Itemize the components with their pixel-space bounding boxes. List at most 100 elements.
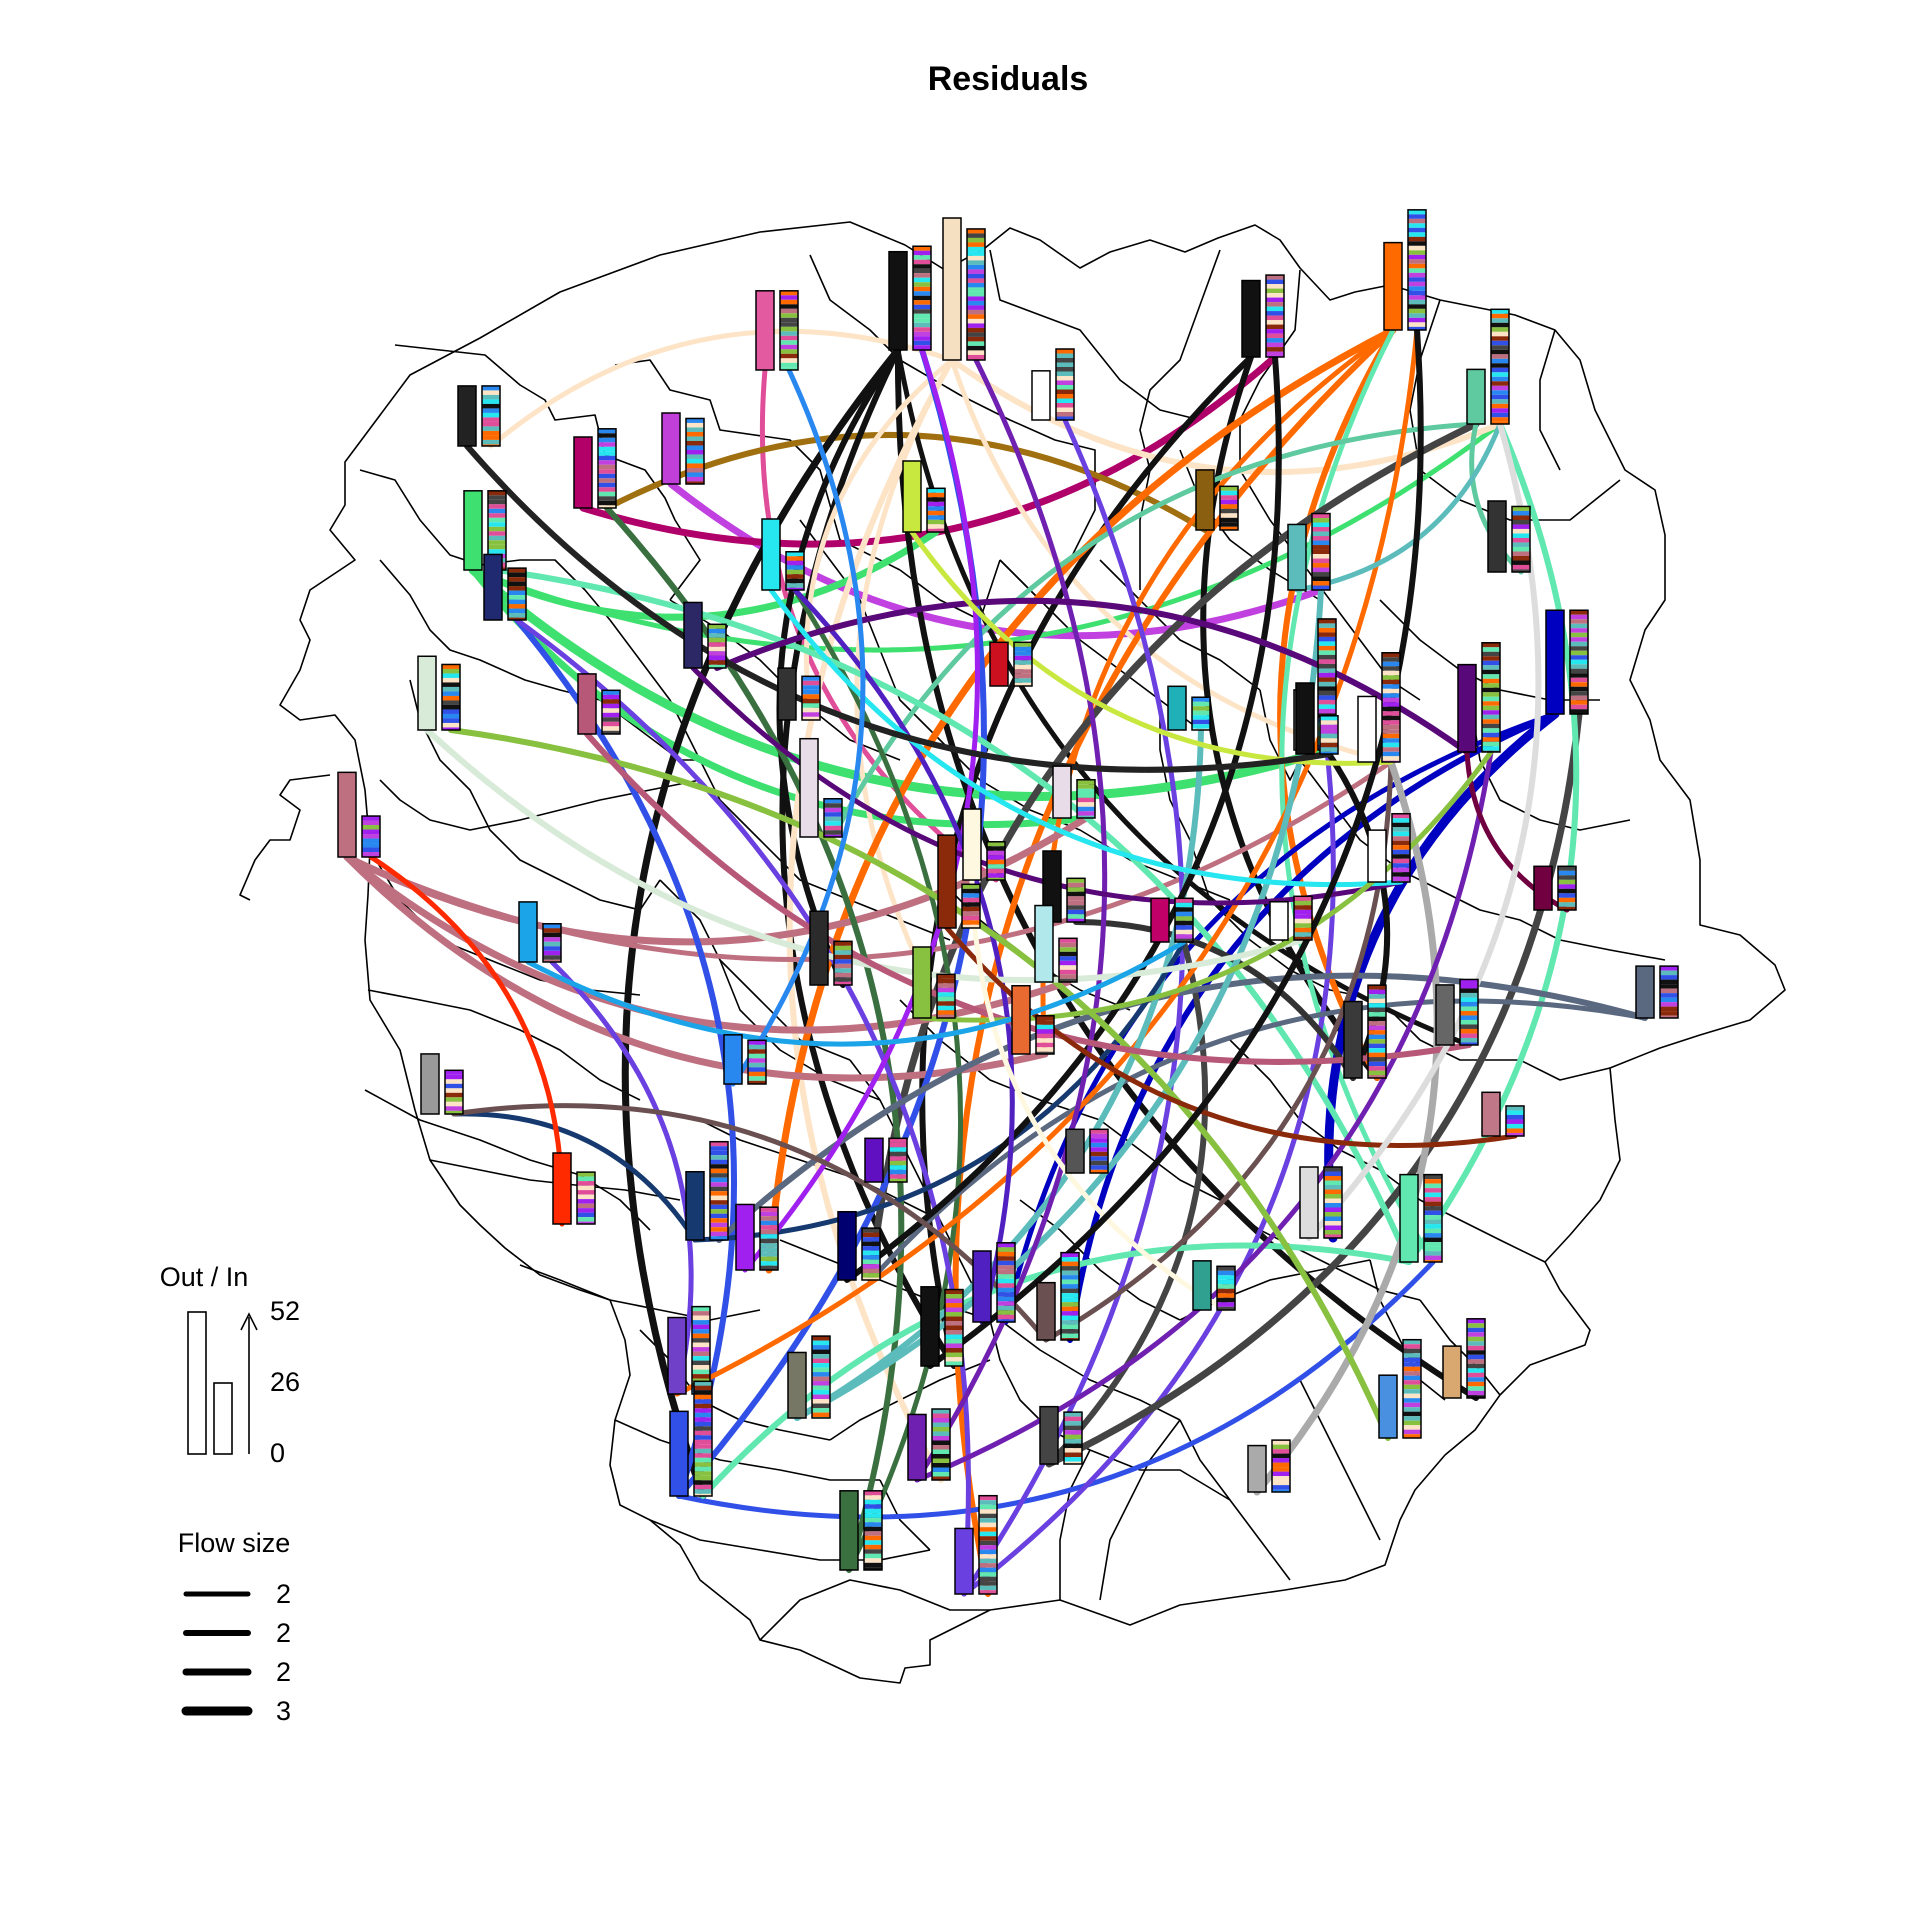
in-bar-stripe bbox=[1266, 320, 1284, 325]
in-bar-stripe bbox=[1424, 1255, 1442, 1261]
in-bar-stripe bbox=[987, 850, 1005, 856]
in-bar-stripe bbox=[710, 1186, 728, 1192]
flow-line bbox=[969, 877, 1229, 1313]
out-bar bbox=[1192, 1260, 1212, 1311]
in-bar-stripe bbox=[1424, 1251, 1442, 1256]
out-bar bbox=[777, 667, 797, 721]
in-bar-stripe bbox=[967, 291, 985, 297]
in-bar-stripe bbox=[864, 1495, 882, 1500]
in-bar-stripe bbox=[1056, 371, 1074, 376]
in-bar-stripe bbox=[1506, 1105, 1524, 1111]
in-bar-stripe bbox=[692, 1356, 710, 1361]
in-bar-stripe bbox=[1266, 306, 1284, 312]
in-bar-stripe bbox=[997, 1319, 1015, 1322]
in-bar-stripe bbox=[577, 1185, 595, 1191]
in-bar-stripe bbox=[1061, 1315, 1079, 1321]
in-bar-stripe bbox=[967, 264, 985, 270]
in-bar-stripe bbox=[508, 572, 526, 578]
in-bar-stripe bbox=[834, 963, 852, 969]
flow-size-legend-label-1: 2 bbox=[276, 1579, 291, 1609]
out-bar bbox=[1487, 500, 1507, 573]
out-bar bbox=[463, 490, 483, 571]
in-bar-stripe bbox=[1059, 942, 1077, 948]
in-bar-stripe bbox=[1312, 567, 1330, 573]
zone-bar-pair bbox=[920, 1286, 964, 1367]
in-bar-stripe bbox=[1067, 878, 1085, 883]
in-bar-stripe bbox=[760, 1216, 778, 1221]
in-bar-stripe bbox=[598, 473, 616, 479]
in-bar-stripe bbox=[987, 841, 1005, 847]
in-bar-stripe bbox=[1320, 747, 1338, 752]
in-bar-stripe bbox=[1266, 302, 1284, 307]
in-bar-stripe bbox=[802, 698, 820, 704]
in-bar bbox=[1058, 937, 1078, 983]
in-bar-stripe bbox=[1408, 295, 1426, 300]
in-bar-stripe bbox=[1570, 700, 1588, 705]
out-bar bbox=[1011, 984, 1031, 1055]
in-bar-stripe bbox=[1506, 1123, 1524, 1129]
in-bar-stripe bbox=[1570, 655, 1588, 660]
in-bar-stripe bbox=[932, 1467, 950, 1472]
in-bar-stripe bbox=[1056, 353, 1074, 358]
flow-line bbox=[494, 567, 1412, 1265]
in-bar-stripe bbox=[913, 345, 931, 350]
in-bar-stripe bbox=[1175, 925, 1193, 930]
in-bar-stripe bbox=[1192, 701, 1210, 707]
in-bar-stripe bbox=[786, 583, 804, 588]
in-bar-stripe bbox=[1368, 989, 1386, 995]
in-bar-stripe bbox=[1324, 1176, 1342, 1181]
in-bar-stripe bbox=[1056, 412, 1074, 417]
in-bar-stripe bbox=[1491, 403, 1509, 409]
in-bar bbox=[1293, 895, 1313, 941]
in-bar-stripe bbox=[834, 977, 852, 982]
in-bar-stripe bbox=[1266, 324, 1284, 330]
in-bar-stripe bbox=[937, 1010, 955, 1015]
in-bar-stripe bbox=[1272, 1489, 1290, 1492]
in-bar-stripe bbox=[362, 843, 380, 848]
in-bar-stripe bbox=[442, 686, 460, 692]
in-bar-stripe bbox=[1482, 647, 1500, 652]
in-bar-stripe bbox=[812, 1349, 830, 1355]
in-bar-stripe bbox=[442, 722, 460, 728]
zone-bar-pair bbox=[1052, 765, 1096, 819]
in-bar-stripe bbox=[945, 1312, 963, 1317]
in-bar-stripe bbox=[1392, 836, 1410, 841]
in-bar-stripe bbox=[1403, 1353, 1421, 1358]
in-bar-stripe bbox=[710, 1200, 728, 1205]
in-bar-stripe bbox=[1408, 254, 1426, 260]
in-bar-stripe bbox=[362, 847, 380, 853]
in-bar-stripe bbox=[760, 1252, 778, 1257]
in-bar-stripe bbox=[488, 513, 506, 518]
in-bar-stripe bbox=[927, 497, 945, 502]
in-bar-stripe bbox=[962, 924, 980, 928]
in-bar-stripe bbox=[1424, 1233, 1442, 1238]
out-bar bbox=[1635, 965, 1655, 1019]
in-bar-stripe bbox=[1382, 688, 1400, 694]
in-bar-stripe bbox=[710, 1222, 728, 1228]
in-bar-stripe bbox=[979, 1513, 997, 1519]
in-bar-stripe bbox=[1491, 327, 1509, 332]
in-bar-stripe bbox=[962, 893, 980, 898]
out-bar bbox=[1036, 1281, 1056, 1341]
out-bar bbox=[799, 737, 819, 838]
in-bar-stripe bbox=[1424, 1206, 1442, 1211]
in-bar-stripe bbox=[937, 1001, 955, 1006]
in-bar-stripe bbox=[979, 1567, 997, 1573]
out-in-legend-arrow-head bbox=[240, 1312, 258, 1331]
in-bar-stripe bbox=[1460, 988, 1478, 993]
in-bar-stripe bbox=[1467, 1363, 1485, 1369]
in-bar-stripe bbox=[1570, 632, 1588, 638]
zone-bar-pair bbox=[683, 601, 727, 669]
zone-bar-pair bbox=[457, 385, 501, 447]
in-bar-stripe bbox=[1570, 646, 1588, 651]
in-bar-stripe bbox=[945, 1339, 963, 1344]
in-bar-stripe bbox=[945, 1330, 963, 1335]
in-bar bbox=[961, 883, 981, 929]
in-bar-stripe bbox=[967, 323, 985, 328]
in-bar-stripe bbox=[686, 467, 704, 473]
in-bar-stripe bbox=[1382, 724, 1400, 730]
in-bar-stripe bbox=[1368, 1043, 1386, 1049]
in-bar-stripe bbox=[1324, 1212, 1342, 1217]
in-bar-stripe bbox=[945, 1361, 963, 1366]
in-bar-stripe bbox=[577, 1176, 595, 1182]
